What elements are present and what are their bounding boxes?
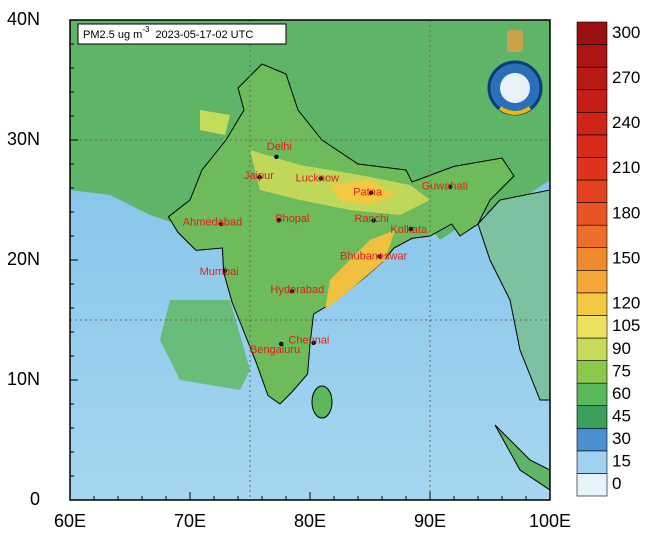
colorbar-box	[576, 44, 608, 68]
colorbar-label: 180	[612, 203, 640, 222]
colorbar-box	[576, 450, 608, 474]
city-dot	[318, 176, 323, 181]
colorbar-label: 120	[612, 294, 640, 313]
city-dot	[279, 341, 284, 347]
colorbar-label: 15	[612, 452, 631, 471]
city-label: Bhubaneswar	[340, 250, 408, 262]
city-label: Lucknow	[296, 172, 339, 184]
colorbar-box	[576, 337, 608, 361]
colorbar-label: 75	[612, 361, 631, 380]
colorbar-label: 0	[612, 474, 621, 493]
colorbar-box	[576, 157, 608, 181]
city-dot	[276, 218, 281, 223]
city-dot	[408, 226, 413, 231]
city-label: Hyderabad	[270, 284, 324, 296]
colorbar-label: 30	[612, 429, 631, 448]
city-dot	[257, 175, 262, 180]
city-dot	[377, 254, 382, 259]
city-dot	[222, 268, 227, 273]
colorbar-box	[576, 427, 608, 452]
city-label: Patna	[353, 187, 383, 199]
colorbar-label: 60	[612, 384, 631, 403]
colorbar-box	[576, 269, 608, 294]
colorbar-box	[576, 382, 608, 407]
colorbar-label: 240	[612, 113, 640, 132]
city-label: Chennai	[288, 334, 329, 346]
map-title: PM2.5 ug m-3 2023-05-17-02 UTC	[83, 25, 253, 41]
colorbar-label: 105	[612, 316, 640, 335]
city-dot	[289, 289, 295, 294]
colorbar-box	[576, 66, 608, 91]
city-dot	[371, 218, 376, 223]
city-dot	[448, 184, 453, 189]
city-dot	[369, 190, 374, 195]
map-area: PM2.5 ug m-3 2023-05-17-02 UTC	[70, 20, 550, 500]
y-tick-label: 30N	[7, 129, 40, 149]
logo	[487, 30, 543, 116]
x-tick-label: 80E	[294, 511, 326, 531]
y-tick-label: 40N	[7, 9, 40, 29]
colorbar-label: 300	[612, 23, 640, 42]
x-tick-label: 70E	[174, 511, 206, 531]
colorbar-label: 210	[612, 158, 640, 177]
colorbar-box	[576, 21, 608, 45]
x-tick-label: 100E	[529, 511, 571, 531]
colorbar-box	[576, 134, 608, 158]
city-label: Bengaluru	[250, 344, 300, 356]
colorbar-label: 270	[612, 68, 640, 87]
y-tick-label: 20N	[7, 249, 40, 269]
city-label: Ahmedabad	[183, 217, 242, 229]
colorbar-box	[576, 247, 608, 271]
city-label: Guwahati	[422, 181, 468, 193]
city-label: Delhi	[267, 141, 292, 153]
colorbar-box	[576, 224, 608, 249]
colorbar-box	[576, 111, 608, 136]
x-tick-label: 60E	[54, 511, 86, 531]
city-label: Mumbai	[200, 266, 239, 278]
city-label: Jaipur	[244, 170, 274, 182]
city-dot	[219, 221, 224, 227]
x-tick-label: 90E	[414, 511, 446, 531]
colorbar-box	[576, 202, 608, 226]
colorbar-label: 45	[612, 406, 631, 425]
colorbar-box	[576, 405, 608, 429]
colorbar-box	[576, 89, 608, 113]
y-tick-label: 0	[30, 489, 40, 509]
city-dot	[274, 154, 279, 159]
colorbar-box	[576, 315, 608, 339]
colorbar-box	[576, 179, 608, 203]
colorbar-box	[576, 360, 608, 384]
colorbar-box	[576, 473, 608, 497]
city-label: Bhopal	[275, 213, 309, 225]
city-label: Kolkata	[390, 224, 428, 236]
colorbar-label: 90	[612, 339, 631, 358]
colorbar-box	[576, 292, 608, 316]
title-part: PM2.5 ug m	[83, 29, 142, 41]
y-tick-label: 10N	[7, 369, 40, 389]
city-label: Ranchi	[354, 213, 388, 225]
title-part: -3	[142, 25, 150, 34]
colorbar-label: 150	[612, 248, 640, 267]
title-part: 2023-05-17-02 UTC	[155, 29, 253, 41]
city-dot	[311, 340, 316, 345]
